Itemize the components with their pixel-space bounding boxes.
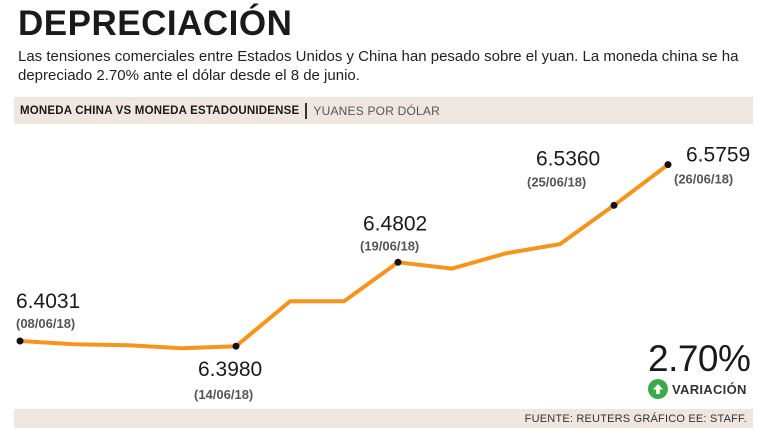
data-label-value: 6.3980 xyxy=(198,358,262,381)
chart-header-divider xyxy=(305,102,308,119)
data-point xyxy=(394,258,402,266)
source-credit: FUENTE: REUTERS GRÁFICO EE: STAFF. xyxy=(524,412,747,425)
chart-header-label: MONEDA CHINA VS MONEDA ESTADOUNIDENSE xyxy=(20,104,300,117)
data-label-date: (14/06/18) xyxy=(194,387,253,402)
data-label-date: (08/06/18) xyxy=(16,316,75,331)
chart-header: MONEDA CHINA VS MONEDA ESTADOUNIDENSE YU… xyxy=(14,97,753,124)
series-line xyxy=(18,162,670,351)
data-point xyxy=(232,342,240,350)
variation-box: 2.70% VARIACIÓN xyxy=(648,340,758,399)
arrow-up-icon xyxy=(648,379,668,399)
data-point xyxy=(16,337,24,345)
data-point xyxy=(610,201,618,209)
data-label-value: 6.5759 xyxy=(686,144,750,167)
data-label-date: (26/06/18) xyxy=(674,172,733,187)
data-label-date: (19/06/18) xyxy=(360,238,419,253)
data-point xyxy=(664,161,672,169)
subtitle: Las tensiones comerciales entre Estados … xyxy=(18,48,739,84)
data-label-value: 6.4031 xyxy=(16,290,80,313)
data-label-value: 6.5360 xyxy=(536,147,600,170)
variation-label: VARIACIÓN xyxy=(672,381,747,397)
chart-header-unit: YUANES POR DÓLAR xyxy=(313,103,440,118)
footer: FUENTE: REUTERS GRÁFICO EE: STAFF. xyxy=(14,409,753,428)
page-title: DEPRECIACIÓN xyxy=(18,4,293,43)
data-label-date: (25/06/18) xyxy=(527,174,586,189)
variation-value: 2.70% xyxy=(648,338,751,379)
data-label-value: 6.4802 xyxy=(363,212,427,235)
